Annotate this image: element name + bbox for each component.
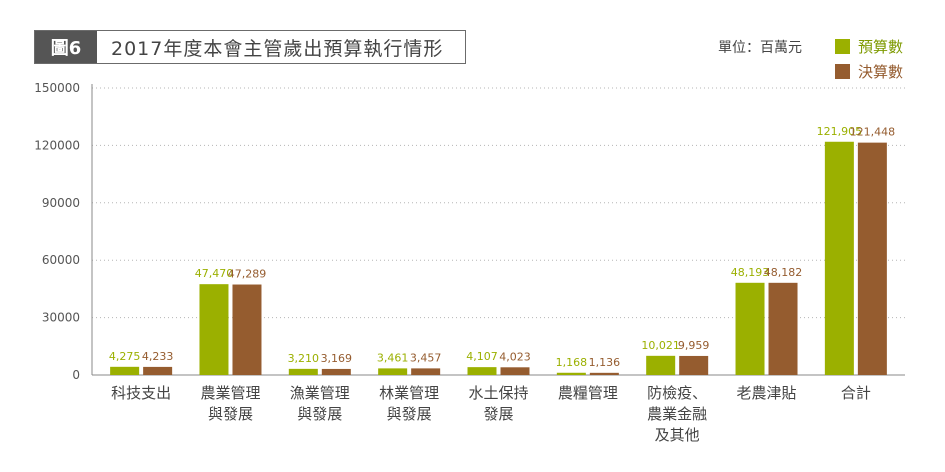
data-label: 9,959 bbox=[678, 339, 710, 352]
bar bbox=[288, 368, 318, 375]
category-label: 水土保持 bbox=[468, 384, 528, 402]
chart-title: 2017年度本會主管歲出預算執行情形 bbox=[111, 37, 444, 60]
data-label: 47,470 bbox=[195, 267, 234, 280]
y-tick-label: 60000 bbox=[42, 253, 80, 267]
category-label: 與發展 bbox=[208, 405, 253, 423]
legend-swatch-actual bbox=[835, 64, 850, 79]
data-label: 3,210 bbox=[288, 352, 320, 365]
data-label: 121,905 bbox=[817, 125, 863, 138]
category-label: 漁業管理 bbox=[290, 384, 350, 402]
category-label: 合計 bbox=[841, 384, 871, 402]
data-label: 4,275 bbox=[109, 350, 141, 363]
data-label: 48,182 bbox=[764, 266, 803, 279]
data-label: 4,107 bbox=[466, 350, 498, 363]
category-label: 農業管理 bbox=[200, 384, 260, 402]
bar bbox=[500, 367, 530, 375]
legend: 預算數 決算數 bbox=[835, 34, 903, 84]
bar bbox=[199, 284, 229, 375]
bar bbox=[143, 366, 173, 375]
category-label: 及其他 bbox=[655, 426, 700, 444]
category-label: 防檢疫、 bbox=[647, 384, 707, 402]
bar bbox=[646, 355, 676, 375]
data-label: 47,289 bbox=[228, 268, 267, 281]
bar bbox=[589, 372, 619, 375]
bar bbox=[824, 141, 854, 375]
category-label: 林業管理 bbox=[379, 384, 439, 402]
bar bbox=[467, 367, 497, 375]
category-label: 老農津貼 bbox=[737, 384, 797, 402]
unit-label: 單位：百萬元 bbox=[718, 40, 802, 56]
bar bbox=[378, 368, 408, 375]
bar bbox=[411, 368, 441, 375]
category-label: 與發展 bbox=[297, 405, 342, 423]
bar bbox=[556, 372, 586, 375]
data-label: 10,021 bbox=[641, 339, 680, 352]
data-label: 48,193 bbox=[731, 266, 770, 279]
y-tick-label: 90000 bbox=[42, 196, 80, 210]
bar bbox=[735, 282, 765, 375]
data-label: 4,233 bbox=[142, 350, 174, 363]
data-label: 1,168 bbox=[556, 356, 588, 369]
chart-title-box: 圖6 2017年度本會主管歲出預算執行情形 bbox=[34, 30, 466, 64]
legend-item-budget: 預算數 bbox=[835, 34, 903, 59]
legend-item-actual: 決算數 bbox=[835, 59, 903, 84]
data-label: 3,461 bbox=[377, 351, 409, 364]
category-label: 農業金融 bbox=[647, 405, 707, 423]
data-label: 1,136 bbox=[589, 356, 621, 369]
data-label: 4,023 bbox=[499, 350, 531, 363]
category-label: 發展 bbox=[483, 405, 513, 423]
data-label: 3,457 bbox=[410, 351, 442, 364]
bar bbox=[768, 282, 798, 375]
bar bbox=[110, 366, 140, 375]
data-label: 3,169 bbox=[321, 352, 353, 365]
legend-swatch-budget bbox=[835, 39, 850, 54]
y-tick-label: 30000 bbox=[42, 311, 80, 325]
y-tick-label: 150000 bbox=[34, 81, 80, 95]
bar bbox=[857, 142, 887, 375]
category-label: 科技支出 bbox=[111, 384, 171, 402]
legend-label-budget: 預算數 bbox=[858, 38, 904, 56]
bar bbox=[679, 355, 709, 375]
category-label: 與發展 bbox=[387, 405, 432, 423]
category-label: 農糧管理 bbox=[558, 384, 618, 402]
bar bbox=[321, 368, 351, 375]
figure-number-tag: 圖6 bbox=[35, 31, 97, 63]
legend-label-actual: 決算數 bbox=[858, 63, 904, 81]
y-tick-label: 0 bbox=[72, 368, 80, 382]
y-tick-label: 120000 bbox=[34, 138, 80, 152]
data-label: 121,448 bbox=[850, 126, 896, 139]
bar bbox=[232, 284, 262, 375]
